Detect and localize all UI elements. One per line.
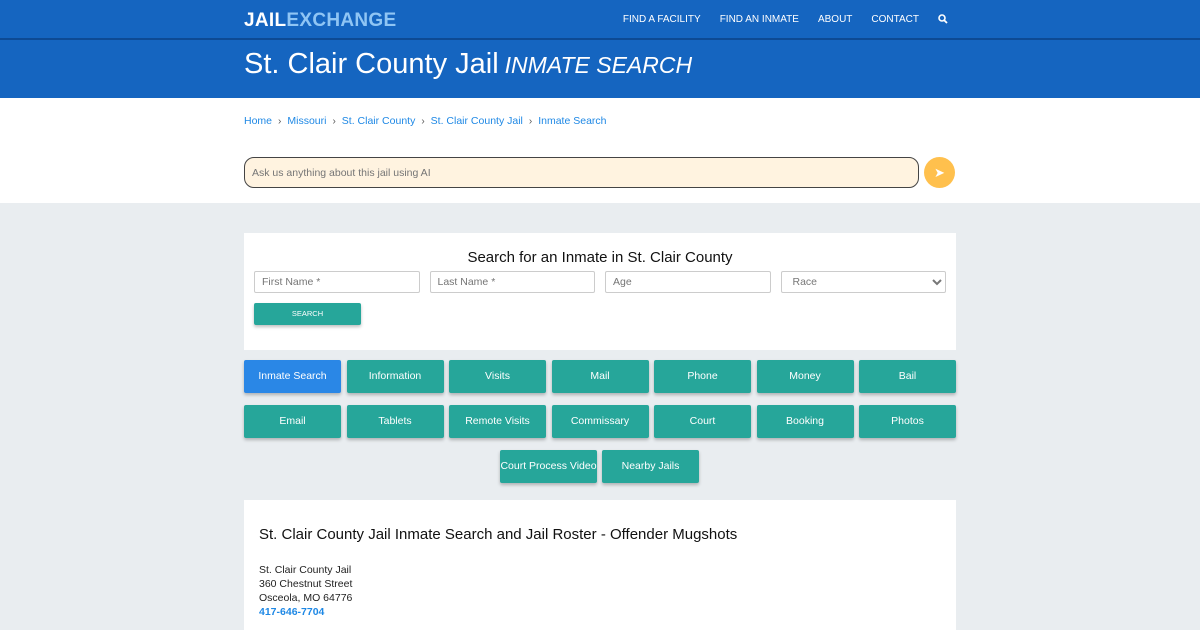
logo-part1: JAIL — [244, 10, 287, 31]
paper-plane-icon: ➤ — [934, 165, 945, 180]
section-buttons: Inmate Search Information Visits Mail Ph… — [244, 360, 956, 438]
ai-question-input[interactable] — [244, 157, 919, 188]
inmate-search-card: Search for an Inmate in St. Clair County… — [244, 233, 956, 350]
btn-tablets[interactable]: Tablets — [346, 405, 444, 438]
btn-bail[interactable]: Bail — [859, 360, 956, 393]
logo-part2: EXCHANGE — [286, 10, 397, 31]
logo[interactable]: JAILEXCHANGE — [244, 10, 396, 32]
main-nav: FIND A FACILITY FIND AN INMATE ABOUT CON… — [623, 14, 948, 27]
chevron-right-icon: › — [528, 115, 533, 127]
btn-court[interactable]: Court — [654, 405, 751, 438]
breadcrumb: Home › Missouri › St. Clair County › St. Cl… — [244, 115, 607, 127]
intro-section: Home › Missouri › St. Clair County › St. Cl… — [0, 98, 1200, 203]
btn-photos[interactable]: Photos — [859, 405, 956, 438]
chevron-right-icon: › — [332, 115, 336, 127]
btn-court-process-video[interactable]: Court Process Video — [500, 450, 597, 483]
crumb-state[interactable]: Missouri — [287, 115, 327, 127]
btn-inmate-search[interactable]: Inmate Search — [244, 360, 341, 393]
btn-visits[interactable]: Visits — [449, 360, 546, 393]
facility-name: St. Clair County Jail — [259, 564, 352, 576]
city: Osceola, MO 64776 — [259, 592, 353, 604]
title-sub: INMATE SEARCH — [504, 52, 693, 78]
page-title: St. Clair County Jail INMATE SEARCH — [244, 48, 692, 81]
search-icon[interactable] — [938, 14, 948, 27]
title-band: St. Clair County Jail INMATE SEARCH — [0, 40, 1200, 98]
age-input[interactable] — [605, 271, 771, 293]
crumb-jail[interactable]: St. Clair County Jail — [430, 115, 523, 127]
btn-nearby-jails[interactable]: Nearby Jails — [602, 450, 699, 483]
nav-contact[interactable]: CONTACT — [871, 14, 919, 25]
send-button[interactable]: ➤ — [924, 157, 955, 188]
chevron-right-icon: › — [278, 115, 282, 127]
last-name-input[interactable] — [429, 271, 595, 293]
phone-link[interactable]: 417-646-7704 — [259, 606, 325, 618]
crumb-county[interactable]: St. Clair County — [341, 115, 416, 127]
street: 360 Chestnut Street — [259, 578, 353, 590]
btn-commissary[interactable]: Commissary — [551, 405, 649, 438]
search-heading: Search for an Inmate in St. Clair County — [467, 249, 733, 266]
extra-buttons: Court Process Video Nearby Jails — [500, 450, 699, 483]
nav-about[interactable]: ABOUT — [817, 14, 853, 25]
btn-money[interactable]: Money — [756, 360, 854, 393]
btn-information[interactable]: Information — [346, 360, 444, 393]
nav-find-inmate[interactable]: FIND AN INMATE — [719, 14, 799, 25]
crumb-current[interactable]: Inmate Search — [538, 115, 607, 127]
search-button[interactable]: SEARCH — [254, 303, 361, 325]
race-select[interactable]: Race — [780, 271, 946, 293]
nav-find-facility[interactable]: FIND A FACILITY — [622, 14, 701, 25]
btn-mail[interactable]: Mail — [551, 360, 649, 393]
title-main: St. Clair County Jail — [244, 48, 499, 80]
btn-email[interactable]: Email — [244, 405, 341, 438]
btn-phone[interactable]: Phone — [654, 360, 751, 393]
content-heading: St. Clair County Jail Inmate Search and … — [259, 526, 738, 543]
btn-remote-visits[interactable]: Remote Visits — [449, 405, 546, 438]
crumb-home[interactable]: Home — [244, 115, 273, 127]
top-navbar: JAILEXCHANGE FIND A FACILITY FIND AN INM… — [0, 0, 1200, 40]
content-card: St. Clair County Jail Inmate Search and … — [244, 500, 956, 630]
first-name-input[interactable] — [254, 271, 420, 293]
chevron-right-icon: › — [421, 115, 425, 127]
address-block: St. Clair County Jail 360 Chestnut Stree… — [259, 563, 941, 619]
btn-booking[interactable]: Booking — [756, 405, 854, 438]
